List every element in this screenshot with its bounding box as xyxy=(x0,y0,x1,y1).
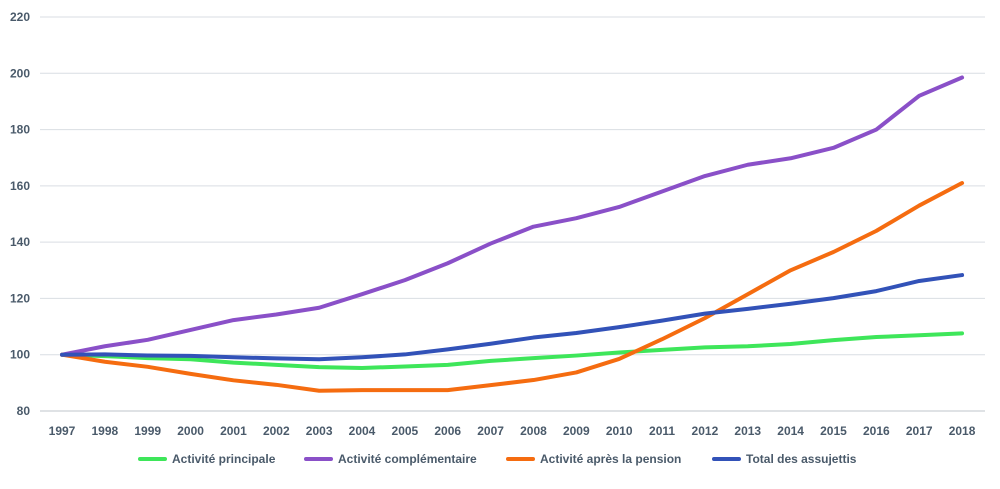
series-line-4 xyxy=(60,273,965,362)
x-tick-label: 2005 xyxy=(392,424,419,438)
series-lines xyxy=(60,75,965,393)
y-tick-label: 220 xyxy=(10,10,30,24)
x-tick-label: 2013 xyxy=(734,424,761,438)
x-tick-label: 2003 xyxy=(306,424,333,438)
x-tick-label: 1999 xyxy=(134,424,161,438)
y-tick-label: 100 xyxy=(10,348,30,362)
x-tick-label: 2017 xyxy=(906,424,933,438)
series-line-2 xyxy=(60,75,965,357)
x-tick-label: 2004 xyxy=(349,424,376,438)
series-line-3 xyxy=(60,181,965,393)
y-tick-label: 180 xyxy=(10,123,30,137)
series-line-1 xyxy=(60,331,965,370)
legend-label-1: Activité principale xyxy=(172,452,276,466)
x-tick-label: 2006 xyxy=(434,424,461,438)
x-tick-label: 2001 xyxy=(220,424,247,438)
x-tick-label: 2002 xyxy=(263,424,290,438)
y-tick-label: 140 xyxy=(10,235,30,249)
x-tick-label: 1997 xyxy=(49,424,76,438)
x-tick-label: 2015 xyxy=(820,424,847,438)
y-tick-label: 120 xyxy=(10,291,30,305)
x-tick-label: 2016 xyxy=(863,424,890,438)
x-tick-label: 2011 xyxy=(649,424,675,438)
x-tick-label: 2009 xyxy=(563,424,590,438)
x-tick-label: 2007 xyxy=(477,424,504,438)
y-tick-label: 80 xyxy=(17,404,31,418)
y-tick-label: 160 xyxy=(10,179,30,193)
y-axis-ticks: 80 100 120 140 160 180 200 220 xyxy=(10,10,30,418)
x-tick-label: 2010 xyxy=(606,424,633,438)
legend-label-4: Total des assujettis xyxy=(746,452,857,466)
legend: Activité principale Activité complémentai… xyxy=(138,452,857,466)
x-tick-label: 2012 xyxy=(692,424,719,438)
x-tick-label: 2018 xyxy=(949,424,976,438)
x-tick-label: 1998 xyxy=(92,424,119,438)
x-tick-label: 2000 xyxy=(177,424,204,438)
y-tick-label: 200 xyxy=(10,66,30,80)
x-axis-ticks: 1997 1998 1999 2000 2001 2002 2003 2004 2005 2006… xyxy=(49,424,976,438)
legend-label-3: Activité après la pension xyxy=(540,452,681,466)
gridlines xyxy=(40,16,985,412)
x-tick-label: 2014 xyxy=(777,424,804,438)
legend-label-2: Activité complémentaire xyxy=(338,452,477,466)
x-tick-label: 2008 xyxy=(520,424,547,438)
